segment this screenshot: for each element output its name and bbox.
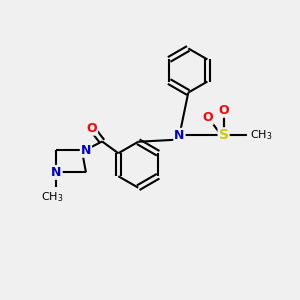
Text: O: O [218,104,229,117]
Text: N: N [51,166,62,179]
Text: N: N [174,129,184,142]
Text: S: S [219,128,229,142]
Text: O: O [202,111,213,124]
Text: CH$_3$: CH$_3$ [41,190,63,204]
Text: O: O [86,122,97,135]
Text: CH$_3$: CH$_3$ [250,128,273,142]
Text: N: N [81,144,91,157]
